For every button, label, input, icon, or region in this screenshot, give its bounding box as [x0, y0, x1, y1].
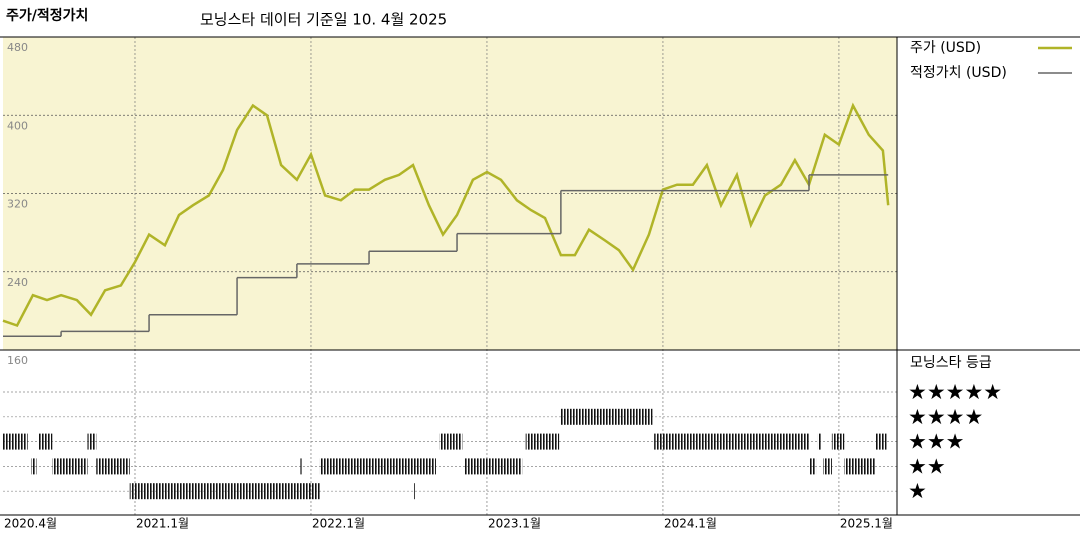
rating-bar [439, 433, 463, 450]
legend-label: 주가 (USD) [910, 40, 981, 56]
chart-subtitle: 모닝스타 데이터 기준일 10. 4월 2025 [200, 11, 447, 29]
rating-bar [96, 458, 130, 475]
rating-bar [560, 408, 653, 425]
x-tick-label: 2023.1월 [488, 517, 541, 531]
rating-stars-label: ★★★ [908, 430, 964, 454]
rating-title: 모닝스타 등급 [910, 355, 992, 371]
rating-bar [809, 458, 817, 475]
x-tick-label: 2020.4월 [4, 517, 57, 531]
rating-bar [413, 483, 415, 500]
rating-stars-label: ★★ [908, 454, 946, 478]
legend-label: 적정가치 (USD) [910, 65, 1007, 81]
plot-background [3, 37, 897, 350]
y-tick-label: 480 [7, 41, 28, 54]
rating-bar [525, 433, 560, 450]
x-tick-label: 2025.1월 [840, 517, 893, 531]
rating-bar [875, 433, 887, 450]
rating-stars-label: ★ [908, 479, 927, 503]
rating-bar [38, 433, 53, 450]
y-tick-label: 160 [7, 354, 28, 367]
rating-bar [31, 458, 37, 475]
rating-bar [129, 483, 320, 500]
y-tick-label: 400 [7, 119, 28, 132]
rating-stars-label: ★★★★★ [908, 380, 1002, 404]
chart-title: 주가/적정가치 [6, 7, 88, 24]
rating-bar [844, 458, 876, 475]
rating-bar [300, 458, 303, 475]
rating-bar [831, 433, 845, 450]
x-tick-label: 2021.1월 [136, 517, 189, 531]
rating-bar [87, 433, 97, 450]
rating-bar [52, 458, 88, 475]
x-tick-label: 2022.1월 [312, 517, 365, 531]
rating-bar [464, 458, 523, 475]
rating-bar [817, 433, 822, 450]
rating-bar [654, 433, 810, 450]
price-line [2, 102, 890, 328]
rating-stars-label: ★★★★ [908, 405, 983, 429]
y-tick-label: 240 [7, 276, 28, 289]
rating-bar [3, 433, 28, 450]
x-tick-label: 2024.1월 [664, 517, 717, 531]
y-tick-label: 320 [7, 198, 28, 211]
rating-bar [823, 458, 832, 475]
rating-bar [319, 458, 436, 475]
